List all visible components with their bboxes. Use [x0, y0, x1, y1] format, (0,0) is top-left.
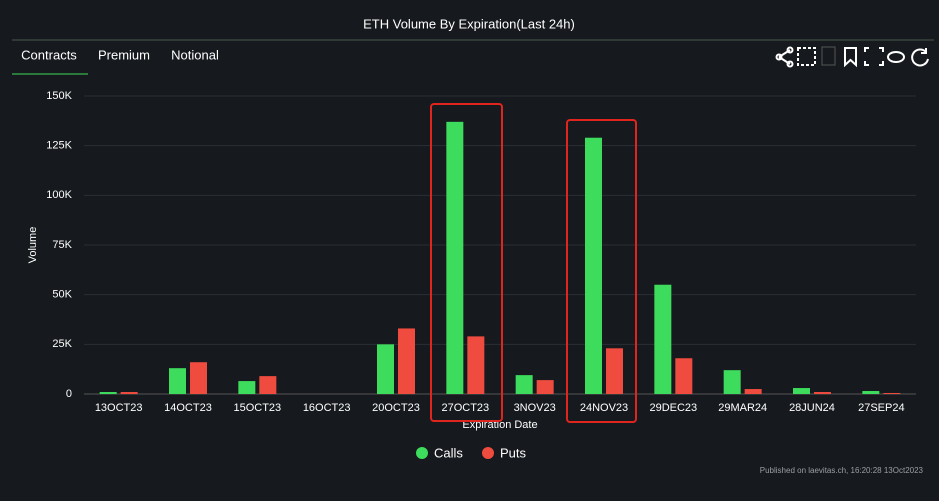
csv-icon[interactable]	[821, 46, 836, 66]
x-tick-label: 13OCT23	[95, 402, 143, 414]
bar	[515, 375, 533, 394]
tab[interactable]: Contracts	[21, 47, 77, 62]
x-tick-label: 29MAR24	[718, 402, 767, 414]
x-tick-label: 24NOV23	[580, 402, 628, 414]
refresh-icon[interactable]	[911, 48, 929, 67]
y-tick-label: 100K	[46, 189, 72, 201]
fullscreen-icon[interactable]	[864, 47, 884, 66]
x-tick-label: 27OCT23	[441, 402, 489, 414]
x-tick-label: 29DEC23	[649, 402, 697, 414]
x-tick-label: 14OCT23	[164, 402, 212, 414]
x-tick-label: 16OCT23	[303, 402, 351, 414]
highlight-box	[430, 103, 503, 422]
bar	[238, 381, 256, 394]
tab[interactable]: Premium	[98, 47, 150, 62]
bar	[259, 376, 277, 394]
share-icon[interactable]	[775, 46, 794, 68]
bar	[883, 393, 901, 394]
highlight-box	[566, 119, 637, 423]
bar	[536, 380, 554, 394]
y-tick-label: 25K	[52, 338, 72, 350]
x-tick-label: 3NOV23	[514, 402, 556, 414]
x-tick-label: 27SEP24	[858, 402, 904, 414]
bar	[467, 336, 485, 394]
select-icon[interactable]	[797, 47, 816, 66]
bar	[169, 368, 186, 394]
bar	[793, 388, 810, 394]
chart-title: ETH Volume By Expiration(Last 24h)	[363, 16, 575, 31]
bar	[862, 391, 880, 394]
bar	[99, 392, 117, 394]
y-tick-label: 0	[66, 388, 72, 400]
legend-marker	[482, 447, 494, 459]
y-tick-label: 125K	[46, 140, 72, 152]
bar	[744, 389, 762, 394]
bar	[120, 392, 138, 394]
footer: Published on laevitas.ch, 16:20:28 13Oct…	[760, 466, 924, 475]
x-tick-label: 15OCT23	[233, 402, 281, 414]
view-icon[interactable]	[887, 51, 905, 63]
bar	[723, 370, 741, 394]
bar	[654, 284, 672, 394]
toolbar	[775, 46, 929, 68]
bookmark-icon[interactable]	[844, 47, 857, 68]
y-tick-label: 75K	[52, 239, 72, 251]
bar	[675, 358, 693, 394]
legend-marker	[416, 447, 428, 459]
legend-label: Calls	[434, 445, 463, 460]
x-tick-label: 28JUN24	[789, 402, 835, 414]
bar	[190, 362, 207, 394]
bar	[377, 344, 394, 394]
legend-label: Puts	[500, 445, 527, 460]
y-tick-label: 50K	[52, 289, 72, 301]
tab[interactable]: Notional	[171, 47, 219, 62]
x-tick-label: 20OCT23	[372, 402, 420, 414]
bar	[585, 137, 602, 394]
bar	[398, 328, 415, 394]
bar	[446, 121, 464, 395]
bar	[814, 392, 831, 394]
y-axis-title: Volume	[27, 227, 39, 264]
bar	[606, 348, 623, 394]
y-tick-label: 150K	[46, 90, 72, 102]
